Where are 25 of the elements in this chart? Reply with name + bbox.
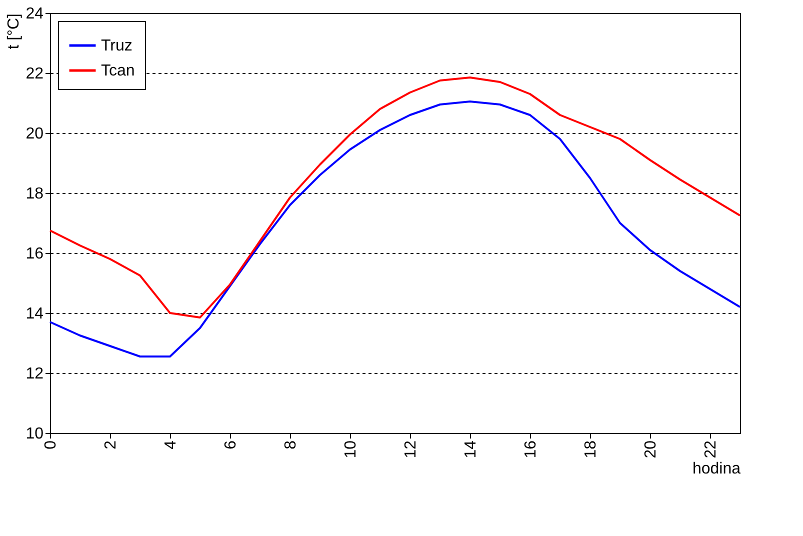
line-series xyxy=(49,76,741,318)
x-tick-label: 2 xyxy=(102,440,120,450)
y-tick-label: 20 xyxy=(26,126,44,142)
x-tick-label: 6 xyxy=(222,440,240,450)
x-tick-label: 20 xyxy=(642,440,660,458)
y-tick-label: 18 xyxy=(26,186,44,202)
x-tick-label: 16 xyxy=(522,440,540,458)
x-axis-title: hodina xyxy=(692,460,741,478)
legend-label: Tcan xyxy=(101,62,135,80)
line-series xyxy=(49,100,741,358)
x-tick-label: 14 xyxy=(462,440,480,458)
x-tick-label: 18 xyxy=(582,440,600,458)
legend-label: Truz xyxy=(101,38,132,54)
y-tick-label: 24 xyxy=(26,6,44,22)
y-axis-title: t [°C] xyxy=(6,14,23,50)
x-tick-label: 4 xyxy=(162,440,180,450)
x-tick-label: 12 xyxy=(402,440,420,458)
x-tick-label: 22 xyxy=(702,440,720,458)
x-tick-label: 0 xyxy=(42,440,60,450)
y-tick-label: 16 xyxy=(26,246,44,262)
y-tick-label: 14 xyxy=(26,306,44,322)
x-tick-label: 10 xyxy=(342,440,360,458)
y-tick-label: 22 xyxy=(26,66,44,82)
y-tick-label: 12 xyxy=(26,366,44,382)
x-tick-label: 8 xyxy=(282,440,300,450)
